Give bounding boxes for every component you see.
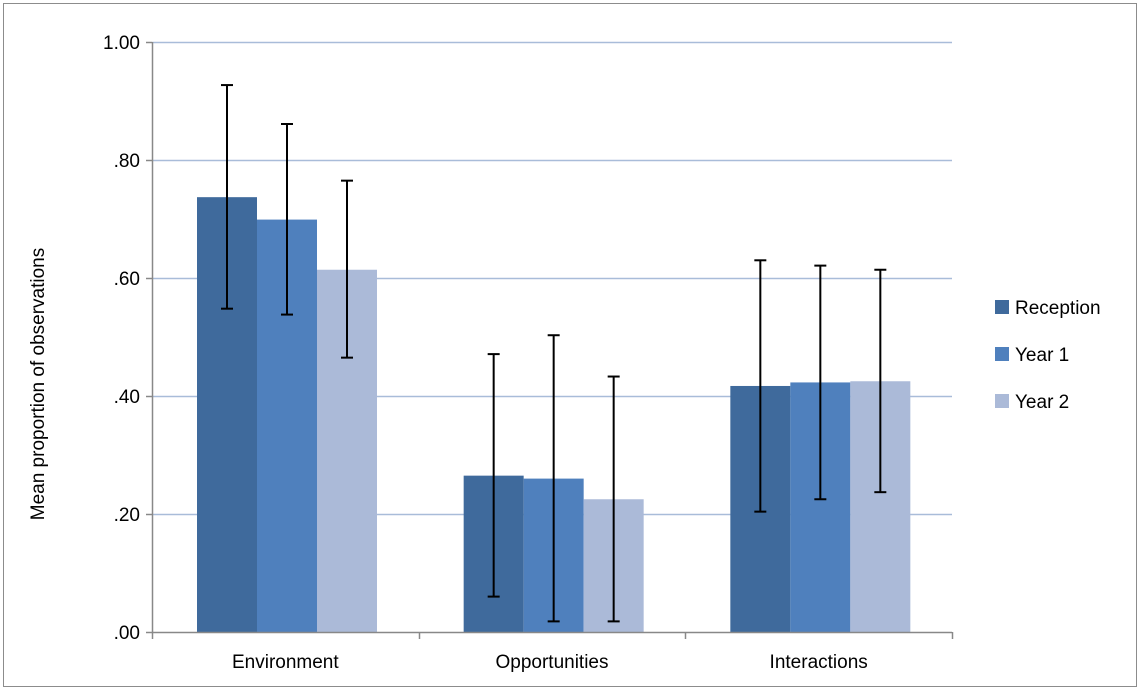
- y-tick-label: .80: [114, 151, 140, 172]
- legend-item: Reception: [995, 298, 1101, 319]
- legend-label: Reception: [1015, 298, 1101, 319]
- y-axis-title: Mean proportion of observations: [28, 248, 49, 521]
- legend-label: Year 1: [1015, 345, 1069, 366]
- y-tick-label: 1.00: [103, 33, 140, 54]
- y-tick-label: .00: [114, 623, 140, 644]
- legend: Reception Year 1 Year 2: [995, 298, 1101, 413]
- legend-item: Year 2: [995, 392, 1069, 413]
- x-tick-label: Environment: [232, 652, 339, 673]
- x-tick-labels: Environment Opportunities Interactions: [232, 652, 868, 673]
- legend-swatch: [995, 347, 1009, 361]
- y-tick-label: .20: [114, 505, 140, 526]
- legend-item: Year 1: [995, 345, 1069, 366]
- legend-swatch: [995, 394, 1009, 408]
- y-tick-label: .60: [114, 269, 140, 290]
- x-tick-label: Interactions: [770, 652, 868, 673]
- legend-swatch: [995, 300, 1009, 314]
- y-tick-labels: .00 .20 .40 .60 .80 1.00: [103, 33, 140, 644]
- legend-label: Year 2: [1015, 392, 1069, 413]
- y-tick-label: .40: [114, 387, 140, 408]
- x-tick-label: Opportunities: [495, 652, 608, 673]
